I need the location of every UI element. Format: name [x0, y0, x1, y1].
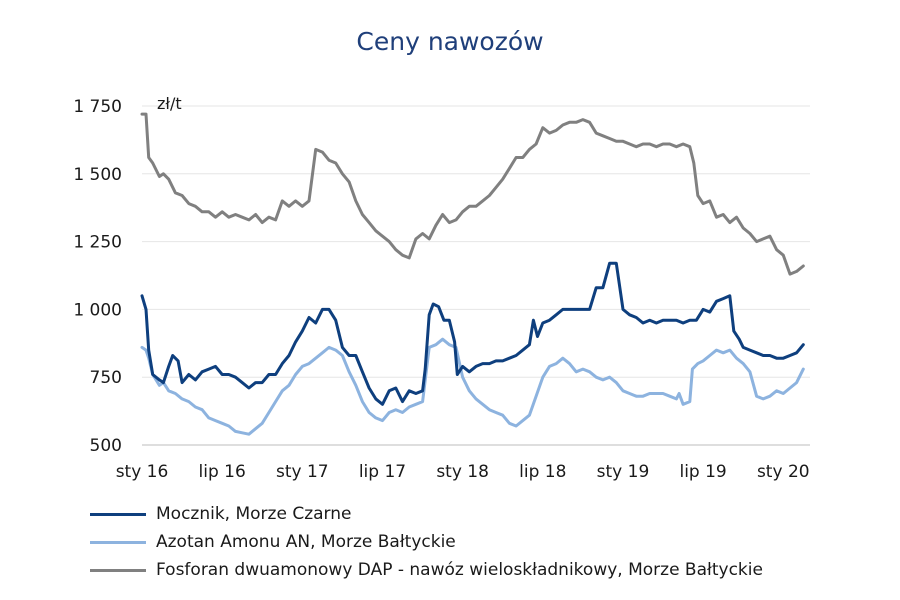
grid — [142, 105, 810, 378]
legend: Mocznik, Morze Czarne Azotan Amonu AN, M… — [90, 500, 763, 584]
y-tick-label: 500 — [90, 436, 122, 456]
legend-label: Fosforan dwuamonowy DAP - nawóz wieloskł… — [156, 560, 763, 580]
x-tick-label: lip 17 — [359, 462, 406, 482]
legend-swatch — [90, 568, 146, 572]
legend-label: Azotan Amonu AN, Morze Bałtyckie — [156, 532, 456, 552]
series-line-1 — [140, 337, 805, 436]
x-tick-label: lip 18 — [519, 462, 566, 482]
series-line-2 — [140, 112, 805, 276]
x-tick-label: sty 19 — [597, 462, 650, 482]
y-tick-label: 1 750 — [73, 97, 122, 117]
y-tick-label: 1 000 — [73, 300, 122, 320]
legend-swatch — [90, 512, 146, 516]
legend-swatch — [90, 540, 146, 544]
x-tick-label: lip 16 — [199, 462, 246, 482]
legend-item: Azotan Amonu AN, Morze Bałtyckie — [90, 528, 763, 556]
y-tick-label: 1 500 — [73, 165, 122, 185]
x-tick-label: sty 17 — [276, 462, 329, 482]
unit-label: zł/t — [157, 94, 182, 113]
legend-item: Fosforan dwuamonowy DAP - nawóz wieloskł… — [90, 556, 763, 584]
legend-label: Mocznik, Morze Czarne — [156, 504, 352, 524]
series-line-0 — [140, 261, 805, 406]
series-lines — [140, 112, 805, 436]
x-axis-ticks: sty 16 lip 16 sty 17 lip 17 sty 18 lip 18 sty … — [116, 462, 810, 482]
chart-title: Ceny nawozów — [356, 27, 543, 56]
y-tick-label: 750 — [90, 368, 122, 388]
x-tick-label: sty 16 — [116, 462, 169, 482]
x-tick-label: sty 18 — [436, 462, 489, 482]
legend-item: Mocznik, Morze Czarne — [90, 500, 763, 528]
y-tick-label: 1 250 — [73, 233, 122, 253]
x-tick-label: sty 20 — [757, 462, 810, 482]
x-tick-label: lip 19 — [679, 462, 726, 482]
y-axis-ticks: 500 750 1 000 1 250 1 500 1 750 — [73, 97, 122, 456]
